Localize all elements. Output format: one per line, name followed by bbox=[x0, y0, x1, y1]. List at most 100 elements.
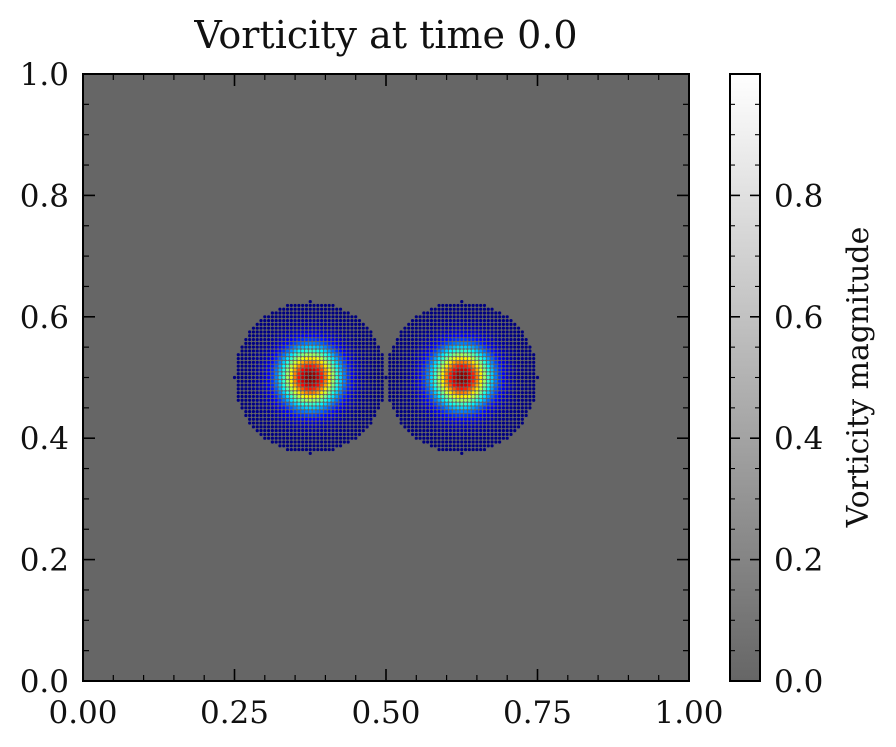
vortex-1-particle bbox=[335, 429, 339, 433]
vortex-2-particle bbox=[456, 440, 460, 444]
vortex-2-particle bbox=[399, 345, 403, 349]
vortex-2-particle bbox=[445, 436, 449, 440]
vortex-2-particle bbox=[395, 391, 399, 395]
vortex-1-particle bbox=[308, 311, 312, 315]
vortex-1-particle bbox=[365, 353, 369, 357]
vortex-2-particle bbox=[422, 360, 426, 364]
vortex-1-particle bbox=[327, 330, 331, 334]
vortex-2-particle bbox=[448, 406, 452, 410]
vortex-1-particle bbox=[282, 410, 286, 414]
y-tick-label: 0.8 bbox=[20, 178, 69, 214]
vortex-1-particle bbox=[297, 368, 301, 372]
vortex-1-particle bbox=[346, 391, 350, 395]
vortex-1-particle bbox=[376, 391, 381, 395]
vortex-1-particle bbox=[282, 417, 286, 421]
vortex-2-particle bbox=[482, 303, 487, 308]
vortex-1-particle bbox=[361, 364, 365, 368]
vortex-1-particle bbox=[304, 303, 309, 308]
vortex-1-particle bbox=[282, 319, 286, 323]
vortex-2-particle bbox=[475, 440, 479, 444]
vortex-2-particle bbox=[403, 425, 407, 429]
vortex-2-particle bbox=[471, 440, 475, 444]
vortex-1-particle bbox=[278, 341, 282, 345]
vortex-1-particle bbox=[285, 432, 290, 436]
vortex-1-particle bbox=[316, 360, 320, 364]
vortex-1-particle bbox=[304, 345, 309, 349]
vortex-1-particle bbox=[320, 383, 324, 387]
vortex-2-particle bbox=[505, 398, 509, 402]
vortex-2-particle bbox=[482, 356, 487, 361]
vortex-2-particle bbox=[391, 375, 396, 380]
vortex-2-particle bbox=[479, 421, 483, 425]
vortex-1-particle bbox=[335, 326, 339, 330]
vortex-1-particle bbox=[308, 402, 312, 406]
vortex-1-particle bbox=[255, 372, 259, 376]
vortex-1-particle bbox=[232, 375, 237, 380]
vortex-1-particle bbox=[240, 364, 244, 368]
vortex-1-particle bbox=[259, 383, 263, 387]
vortex-2-particle bbox=[429, 330, 434, 334]
vortex-1-particle bbox=[263, 319, 267, 323]
vortex-2-particle bbox=[456, 315, 460, 319]
vortex-1-particle bbox=[323, 421, 327, 425]
vortex-2-particle bbox=[516, 364, 521, 368]
vortex-1-particle bbox=[282, 345, 286, 349]
vortex-1-particle bbox=[304, 398, 309, 402]
vortex-1-particle bbox=[354, 364, 358, 368]
vortex-2-particle bbox=[395, 341, 399, 345]
vortex-2-particle bbox=[418, 337, 422, 342]
vortex-1-particle bbox=[274, 315, 278, 319]
vortex-2-particle bbox=[388, 398, 392, 402]
vortex-2-particle bbox=[441, 394, 445, 399]
vortex-2-particle bbox=[414, 349, 418, 353]
vortex-1-particle bbox=[297, 326, 301, 330]
vortex-2-particle bbox=[429, 413, 434, 418]
vortex-1-particle bbox=[267, 360, 271, 364]
vortex-1-particle bbox=[289, 334, 293, 338]
vortex-2-particle bbox=[403, 334, 407, 338]
vortex-1-particle bbox=[365, 364, 369, 368]
vortex-2-particle bbox=[490, 402, 494, 406]
vortex-1-particle bbox=[285, 398, 290, 402]
vortex-2-particle bbox=[509, 432, 513, 436]
vortex-1-particle bbox=[259, 322, 263, 326]
vortex-2-particle bbox=[441, 337, 445, 342]
vortex-1-particle bbox=[282, 330, 286, 334]
vortex-1-particle bbox=[316, 322, 320, 326]
vortex-1-particle bbox=[289, 364, 293, 368]
vortex-1-particle bbox=[320, 303, 324, 308]
vortex-1-particle bbox=[312, 353, 316, 357]
vortex-1-particle bbox=[308, 375, 312, 380]
vortex-1-particle bbox=[323, 417, 327, 421]
vortex-1-particle bbox=[297, 337, 301, 342]
vortex-2-particle bbox=[494, 326, 498, 330]
vortex-2-particle bbox=[482, 421, 487, 425]
vortex-1-particle bbox=[274, 349, 278, 353]
vortex-2-particle bbox=[471, 322, 475, 326]
vortex-2-particle bbox=[433, 311, 437, 315]
vortex-1-particle bbox=[338, 349, 343, 353]
vortex-2-particle bbox=[498, 372, 502, 376]
vortex-1-particle bbox=[240, 394, 244, 399]
vortex-2-particle bbox=[528, 368, 532, 372]
vortex-2-particle bbox=[479, 391, 483, 395]
vortex-2-particle bbox=[426, 319, 430, 323]
vortex-1-particle bbox=[350, 375, 354, 380]
vortex-2-particle bbox=[452, 330, 456, 334]
vortex-2-particle bbox=[445, 364, 449, 368]
vortex-1-particle bbox=[308, 300, 312, 304]
vortex-2-particle bbox=[399, 394, 403, 399]
vortex-1-particle bbox=[365, 383, 369, 387]
vortex-2-particle bbox=[418, 379, 422, 383]
vortex-2-particle bbox=[475, 406, 479, 410]
vortex-2-particle bbox=[452, 429, 456, 433]
vortex-2-particle bbox=[528, 345, 532, 349]
vortex-2-particle bbox=[407, 417, 411, 421]
vortex-1-particle bbox=[240, 353, 244, 357]
vortex-1-particle bbox=[301, 417, 305, 421]
vortex-2-particle bbox=[433, 391, 437, 395]
vortex-1-particle bbox=[338, 444, 343, 448]
vortex-2-particle bbox=[441, 421, 445, 425]
vortex-1-particle bbox=[278, 421, 282, 425]
vortex-1-particle bbox=[335, 398, 339, 402]
